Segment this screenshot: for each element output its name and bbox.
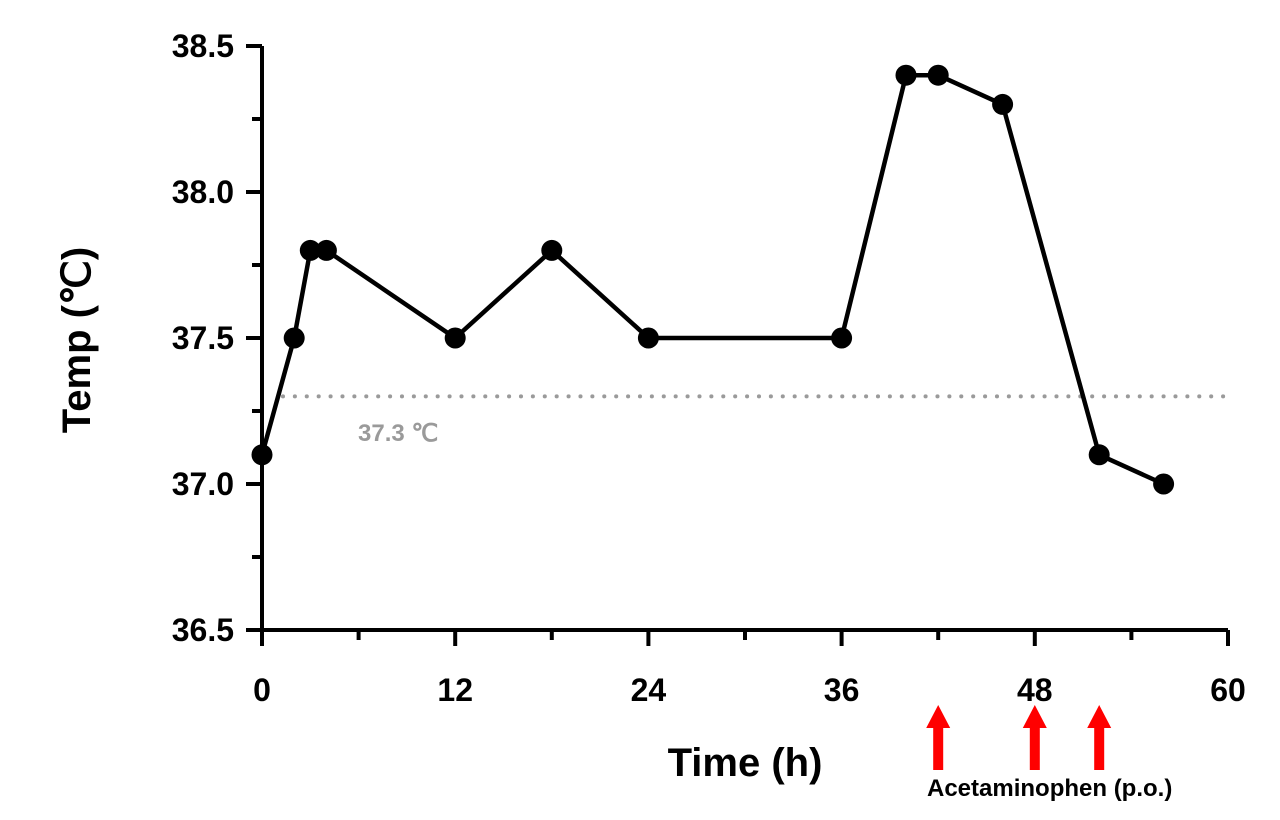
data-point: [283, 327, 305, 349]
red-arrow: [1022, 705, 1047, 770]
y-axis-title: Temp (℃): [55, 247, 99, 433]
data-point: [895, 64, 917, 86]
x-tick-label: 24: [631, 672, 667, 708]
data-point: [831, 327, 853, 349]
x-tick-label: 12: [437, 672, 473, 708]
annotation-group: [926, 705, 1112, 770]
y-tick-label: 38.0: [172, 174, 234, 210]
axes: 36.5 37.0 37.5 38.0 38.5 0 12 24 36 48 60: [172, 28, 1246, 708]
data-point: [927, 64, 949, 86]
data-point: [637, 327, 659, 349]
acetaminophen-label: Acetaminophen (p.o.): [927, 775, 1172, 802]
data-point: [992, 93, 1014, 115]
data-point: [1153, 473, 1175, 495]
data-point: [541, 239, 563, 261]
y-tick-label: 38.5: [172, 28, 234, 64]
x-tick-label: 0: [253, 672, 271, 708]
x-tick-label: 60: [1210, 672, 1246, 708]
x-tick-label: 36: [824, 672, 860, 708]
data-point: [444, 327, 466, 349]
red-arrow: [926, 705, 951, 770]
data-point: [251, 444, 273, 466]
data-point: [299, 239, 321, 261]
data-point: [1088, 444, 1110, 466]
series-line-group: [251, 64, 1175, 495]
red-arrow: [1087, 705, 1112, 770]
data-point: [315, 239, 337, 261]
x-tick-label: 48: [1017, 672, 1053, 708]
x-axis-title: Time (h): [668, 741, 823, 785]
y-tick-label: 36.5: [172, 612, 234, 648]
reference-line-label: 37.3 ℃: [358, 420, 438, 447]
y-tick-label: 37.5: [172, 320, 234, 356]
y-tick-label: 37.0: [172, 466, 234, 502]
